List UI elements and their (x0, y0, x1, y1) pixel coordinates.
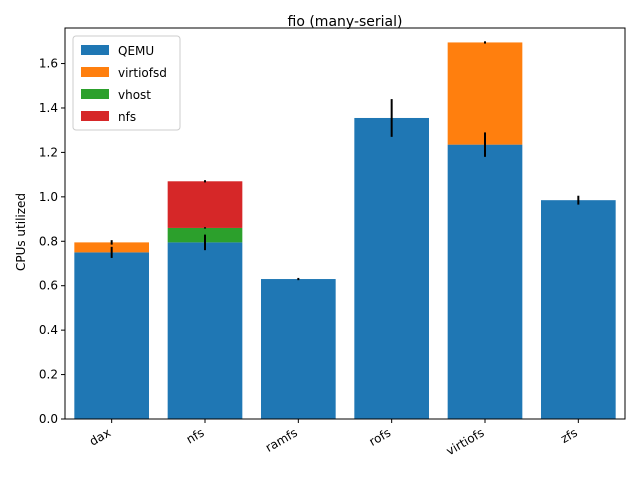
y-tick-label: 1.6 (39, 57, 58, 71)
y-tick-label: 1.4 (39, 101, 58, 115)
legend-label-vhost: vhost (118, 88, 151, 102)
bar-virtiofsd-virtiofs (447, 42, 523, 145)
chart-title: fio (many-serial) (288, 14, 403, 30)
x-axis: dax nfs ramfs rofs virtiofs zfs (87, 419, 580, 458)
y-tick-label: 1.0 (39, 190, 58, 204)
legend-swatch-virtiofsd (81, 67, 109, 77)
legend-label-virtiofsd: virtiofsd (118, 66, 167, 80)
bar-QEMU-ramfs (261, 279, 336, 419)
y-tick-label: 0.4 (39, 323, 58, 337)
bar-QEMU-rofs (354, 117, 429, 420)
x-tick-label-ramfs: ramfs (263, 425, 300, 454)
legend-swatch-nfs (81, 111, 109, 121)
legend-swatch-vhost (81, 89, 109, 99)
y-tick-label: 0.8 (39, 234, 58, 248)
bar-QEMU-zfs (541, 200, 616, 419)
y-tick-label: 0.2 (39, 368, 58, 382)
x-tick-label-rofs: rofs (367, 425, 393, 448)
y-axis-label: CPUs utilized (14, 193, 28, 271)
legend-label-QEMU: QEMU (118, 44, 154, 58)
x-tick-label-nfs: nfs (184, 425, 207, 446)
bar-QEMU-virtiofs (447, 144, 523, 419)
y-axis: 0.0 0.2 0.4 0.6 0.8 1.0 1.2 1.4 1.6 (39, 57, 65, 426)
bar-nfs-nfs (167, 181, 243, 228)
y-tick-label: 0.0 (39, 412, 58, 426)
bars-group (74, 42, 616, 420)
legend-swatch-QEMU (81, 45, 109, 55)
x-tick-label-dax: dax (87, 425, 113, 448)
bar-QEMU-dax (74, 252, 149, 419)
bar-QEMU-nfs (167, 242, 243, 419)
legend-label-nfs: nfs (118, 110, 136, 124)
y-tick-label: 1.2 (39, 145, 58, 159)
legend-box (72, 35, 181, 131)
plot-frame (64, 27, 626, 420)
x-tick-label-zfs: zfs (558, 425, 580, 446)
x-tick-label-virtiofs: virtiofs (444, 425, 487, 458)
error-bars-group (110, 41, 580, 281)
y-tick-label: 0.6 (39, 279, 58, 293)
legend: QEMU virtiofsd vhost nfs (72, 35, 181, 131)
